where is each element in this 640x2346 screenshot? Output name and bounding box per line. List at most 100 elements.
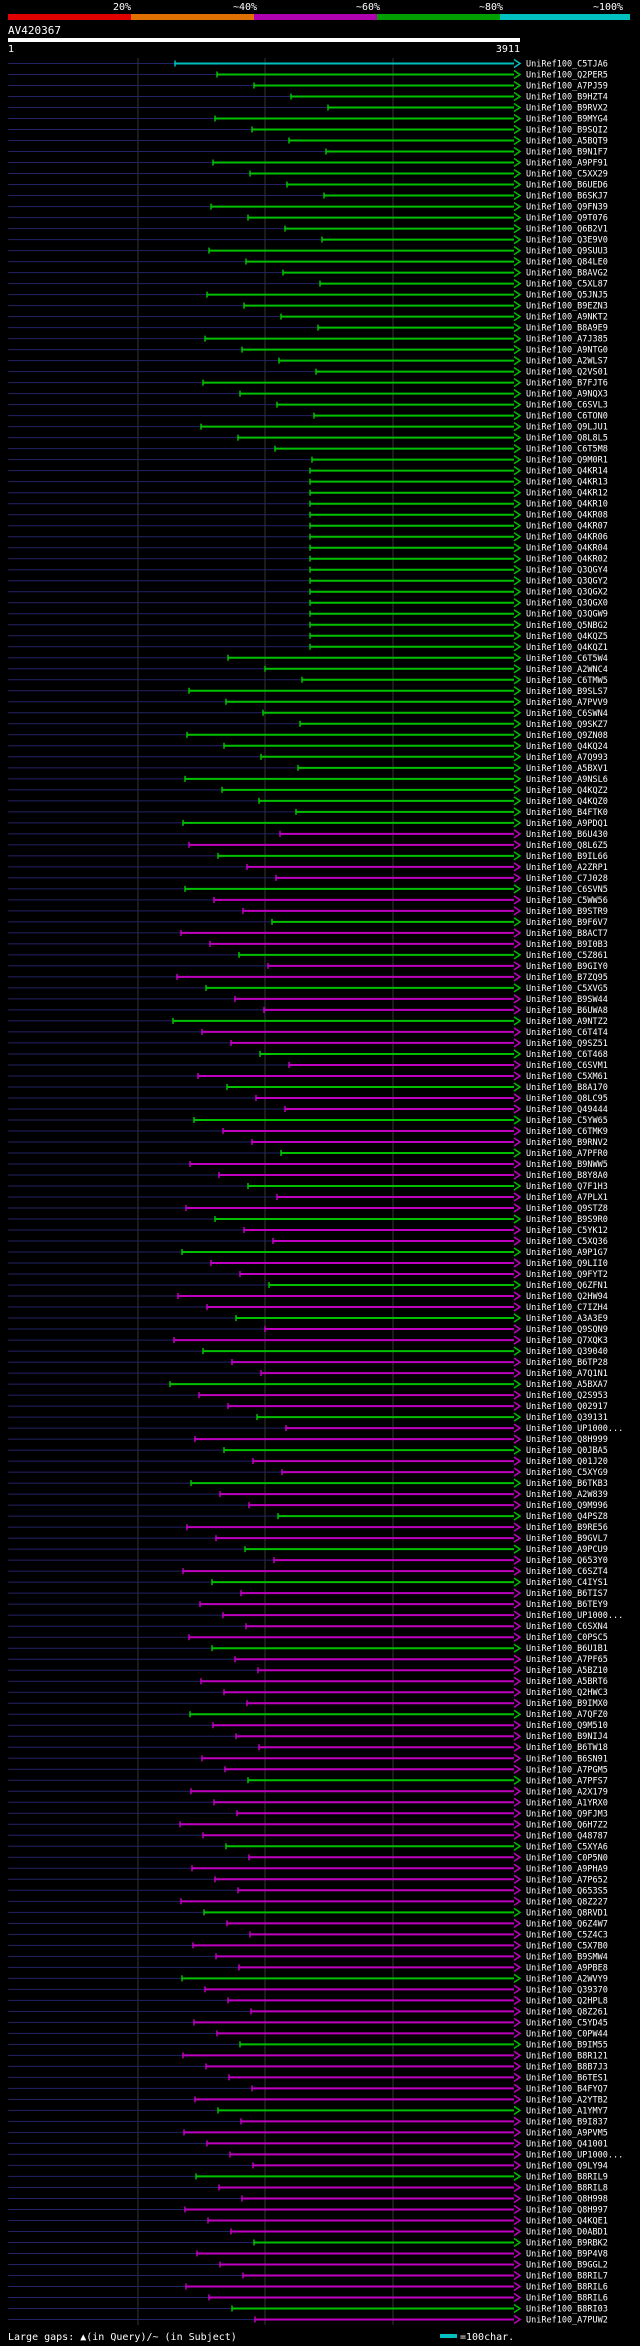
subject-label[interactable]: UniRef100_B8ACT7	[526, 929, 608, 939]
subject-label[interactable]: UniRef100_C5TJA6	[526, 60, 608, 70]
subject-label[interactable]: UniRef100_B9SW44	[526, 995, 608, 1005]
subject-label[interactable]: UniRef100_Q653Y0	[526, 1556, 608, 1566]
subject-label[interactable]: UniRef100_B8RIL9	[526, 2172, 608, 2182]
subject-label[interactable]: UniRef100_Q4KQZ0	[526, 797, 608, 807]
subject-label[interactable]: UniRef100_C5YD45	[526, 2018, 608, 2028]
subject-label[interactable]: UniRef100_A9NSL6	[526, 775, 608, 785]
subject-label[interactable]: UniRef100_B6SKJ7	[526, 192, 608, 202]
subject-label[interactable]: UniRef100_Q9FYT2	[526, 1270, 608, 1280]
subject-label[interactable]: UniRef100_C0PSC5	[526, 1633, 608, 1643]
subject-label[interactable]: UniRef100_C6TMW5	[526, 676, 608, 686]
subject-label[interactable]: UniRef100_Q9FJM3	[526, 1809, 608, 1819]
subject-label[interactable]: UniRef100_A9NQX3	[526, 390, 608, 400]
subject-label[interactable]: UniRef100_C5XQ36	[526, 1237, 608, 1247]
subject-label[interactable]: UniRef100_Q8L6Z5	[526, 841, 608, 851]
subject-label[interactable]: UniRef100_A9PCU9	[526, 1545, 608, 1555]
subject-label[interactable]: UniRef100_C0PW44	[526, 2029, 608, 2039]
subject-label[interactable]: UniRef100_Q3QGX0	[526, 599, 608, 609]
subject-label[interactable]: UniRef100_B9NWW5	[526, 1160, 608, 1170]
subject-label[interactable]: UniRef100_B9SMW4	[526, 1952, 608, 1962]
subject-label[interactable]: UniRef100_C6TON0	[526, 412, 608, 422]
subject-label[interactable]: UniRef100_B6TIS7	[526, 1589, 608, 1599]
subject-label[interactable]: UniRef100_A2X179	[526, 1787, 608, 1797]
subject-label[interactable]: UniRef100_C5Z861	[526, 951, 608, 961]
subject-label[interactable]: UniRef100_Q9M996	[526, 1501, 608, 1511]
subject-label[interactable]: UniRef100_Q9FN39	[526, 203, 608, 213]
subject-label[interactable]: UniRef100_B9P4V8	[526, 2249, 608, 2259]
subject-label[interactable]: UniRef100_Q3QGY4	[526, 566, 608, 576]
subject-label[interactable]: UniRef100_C5XVG5	[526, 984, 608, 994]
subject-label[interactable]: UniRef100_A5BRT6	[526, 1677, 608, 1687]
subject-label[interactable]: UniRef100_Q4KR04	[526, 544, 608, 554]
subject-label[interactable]: UniRef100_B9EZN3	[526, 302, 608, 312]
subject-label[interactable]: UniRef100_Q653S5	[526, 1886, 608, 1896]
subject-label[interactable]: UniRef100_A2WLS7	[526, 357, 608, 367]
subject-label[interactable]: UniRef100_Q9SUU3	[526, 247, 608, 257]
subject-label[interactable]: UniRef100_B9IM55	[526, 2040, 608, 2050]
subject-label[interactable]: UniRef100_B9GIY0	[526, 962, 608, 972]
subject-label[interactable]: UniRef100_Q48787	[526, 1831, 608, 1841]
subject-label[interactable]: UniRef100_Q4KQZ5	[526, 632, 608, 642]
subject-label[interactable]: UniRef100_Q39131	[526, 1413, 608, 1423]
subject-label[interactable]: UniRef100_Q2PER5	[526, 71, 608, 81]
subject-label[interactable]: UniRef100_Q6H7Z2	[526, 1820, 608, 1830]
subject-label[interactable]: UniRef100_B6U1B1	[526, 1644, 608, 1654]
subject-label[interactable]: UniRef100_C5XM61	[526, 1072, 608, 1082]
subject-label[interactable]: UniRef100_Q9LII0	[526, 1259, 608, 1269]
subject-label[interactable]: UniRef100_Q9M0R1	[526, 456, 608, 466]
subject-label[interactable]: UniRef100_Q4KR13	[526, 478, 608, 488]
subject-label[interactable]: UniRef100_Q8RVD1	[526, 1908, 608, 1918]
subject-label[interactable]: UniRef100_Q8H999	[526, 1435, 608, 1445]
subject-label[interactable]: UniRef100_B9NIJ4	[526, 1732, 608, 1742]
subject-label[interactable]: UniRef100_A7QFZ0	[526, 1710, 608, 1720]
subject-label[interactable]: UniRef100_A1YRX0	[526, 1798, 608, 1808]
subject-label[interactable]: UniRef100_B8RIL6	[526, 2293, 608, 2303]
subject-label[interactable]: UniRef100_C5WW56	[526, 896, 608, 906]
subject-label[interactable]: UniRef100_B8Y8A0	[526, 1171, 608, 1181]
subject-label[interactable]: UniRef100_B9HZT4	[526, 93, 608, 103]
subject-label[interactable]: UniRef100_B9SLS7	[526, 687, 608, 697]
subject-label[interactable]: UniRef100_C5XL87	[526, 280, 608, 290]
subject-label[interactable]: UniRef100_A9P1G7	[526, 1248, 608, 1258]
subject-label[interactable]: UniRef100_Q2VS01	[526, 368, 608, 378]
subject-label[interactable]: UniRef100_B4FTK0	[526, 808, 608, 818]
subject-label[interactable]: UniRef100_B8A170	[526, 1083, 608, 1093]
subject-label[interactable]: UniRef100_UP1000...	[526, 1611, 623, 1621]
subject-label[interactable]: UniRef100_Q8L8L5	[526, 434, 608, 444]
subject-label[interactable]: UniRef100_A7PGM5	[526, 1765, 608, 1775]
subject-label[interactable]: UniRef100_Q3QGX2	[526, 588, 608, 598]
subject-label[interactable]: UniRef100_B9GGL2	[526, 2260, 608, 2270]
subject-label[interactable]: UniRef100_Q4KR08	[526, 511, 608, 521]
subject-label[interactable]: UniRef100_B7FJT6	[526, 379, 608, 389]
subject-label[interactable]: UniRef100_B9RE56	[526, 1523, 608, 1533]
subject-label[interactable]: UniRef100_A9PVM5	[526, 2128, 608, 2138]
subject-label[interactable]: UniRef100_A7P652	[526, 1875, 608, 1885]
subject-label[interactable]: UniRef100_C5X7B0	[526, 1941, 608, 1951]
subject-label[interactable]: UniRef100_C5YK12	[526, 1226, 608, 1236]
subject-label[interactable]: UniRef100_A5BQT9	[526, 137, 608, 147]
subject-label[interactable]: UniRef100_B8RIL7	[526, 2271, 608, 2281]
subject-label[interactable]: UniRef100_A7Q1N1	[526, 1369, 608, 1379]
subject-label[interactable]: UniRef100_C5XX29	[526, 170, 608, 180]
subject-label[interactable]: UniRef100_A3A3E9	[526, 1314, 608, 1324]
subject-label[interactable]: UniRef100_B8RIL8	[526, 2183, 608, 2193]
subject-label[interactable]: UniRef100_A5BXA7	[526, 1380, 608, 1390]
subject-label[interactable]: UniRef100_A1YMY7	[526, 2106, 608, 2116]
subject-label[interactable]: UniRef100_A7PFR0	[526, 1149, 608, 1159]
subject-label[interactable]: UniRef100_C6SVM1	[526, 1061, 608, 1071]
subject-label[interactable]: UniRef100_Q8LC95	[526, 1094, 608, 1104]
subject-label[interactable]: UniRef100_Q7F1H3	[526, 1182, 608, 1192]
subject-label[interactable]: UniRef100_B8RI03	[526, 2304, 608, 2314]
subject-label[interactable]: UniRef100_Q5NBG2	[526, 621, 608, 631]
subject-label[interactable]: UniRef100_B6U430	[526, 830, 608, 840]
subject-label[interactable]: UniRef100_Q2S953	[526, 1391, 608, 1401]
subject-label[interactable]: UniRef100_B6TKB3	[526, 1479, 608, 1489]
subject-label[interactable]: UniRef100_B8AVG2	[526, 269, 608, 279]
subject-label[interactable]: UniRef100_A7PLX1	[526, 1193, 608, 1203]
subject-label[interactable]: UniRef100_Q3E9V0	[526, 236, 608, 246]
subject-label[interactable]: UniRef100_B9F6V7	[526, 918, 608, 928]
subject-label[interactable]: UniRef100_A5BZ10	[526, 1666, 608, 1676]
subject-label[interactable]: UniRef100_A7J385	[526, 335, 608, 345]
subject-label[interactable]: UniRef100_C5XYG9	[526, 1468, 608, 1478]
subject-label[interactable]: UniRef100_B9GVL7	[526, 1534, 608, 1544]
